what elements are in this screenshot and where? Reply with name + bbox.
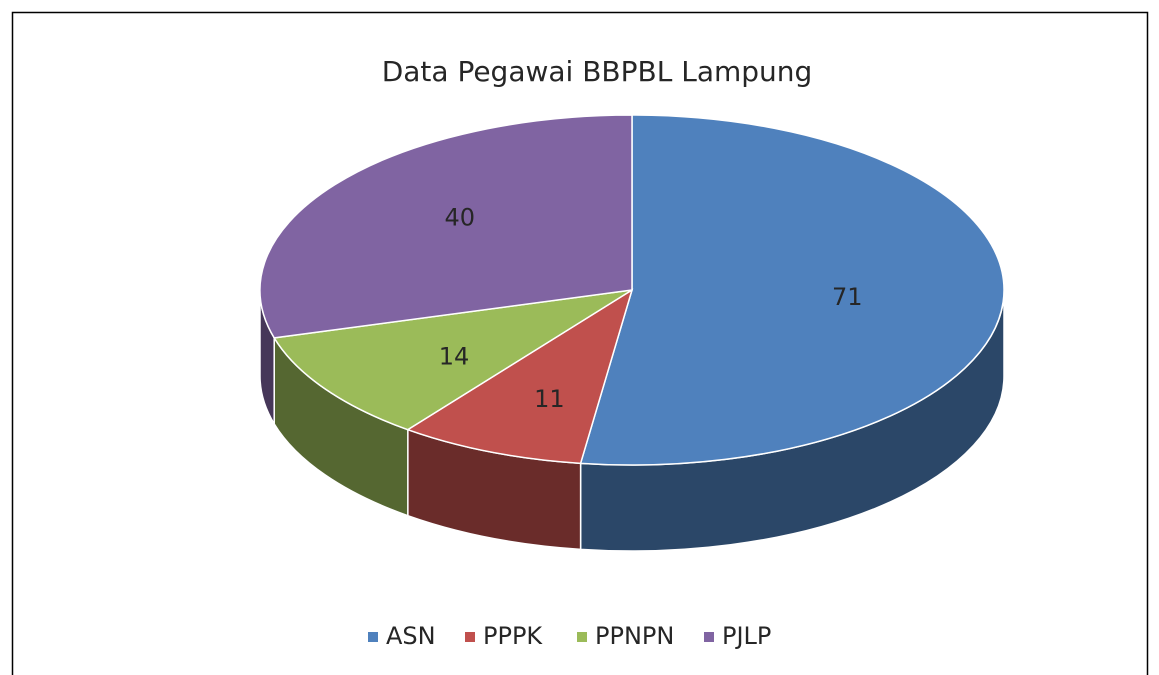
pie-slice (259, 114, 633, 339)
legend-label: PPNPN (595, 622, 674, 650)
pie-slice (406, 288, 634, 465)
data-label: 11 (534, 385, 565, 413)
legend-swatch (465, 632, 475, 642)
legend-swatch (704, 632, 714, 642)
legend-label: PPPK (483, 622, 543, 650)
chart-title: Data Pegawai BBPBL Lampung (382, 55, 813, 88)
pie-slice (579, 114, 1005, 466)
legend-label: ASN (386, 622, 436, 650)
data-label: 14 (439, 342, 470, 370)
legend-label: PJLP (722, 622, 771, 650)
pie-tops (259, 114, 1005, 466)
data-labels: 71 11 14 40 (439, 203, 863, 413)
pie-slice (272, 289, 633, 431)
legend-swatch (368, 632, 378, 642)
data-label: 40 (445, 203, 476, 231)
chart-border (11, 11, 1149, 675)
legend: ASN PPPK PPNPN PJLP (368, 622, 771, 650)
legend-swatch (577, 632, 587, 642)
data-label: 71 (832, 283, 863, 311)
